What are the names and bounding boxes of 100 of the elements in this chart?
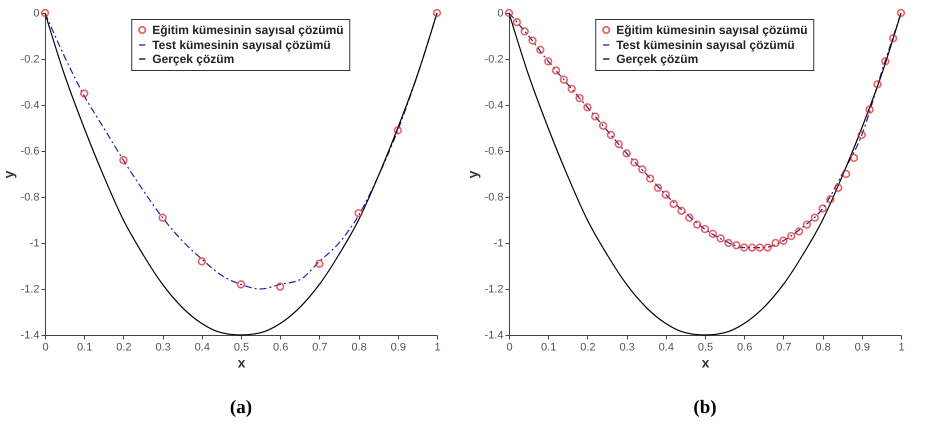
point: [826, 195, 835, 204]
point: [896, 8, 906, 18]
x-tick-label: 0.9: [390, 342, 406, 354]
point: [771, 238, 780, 248]
point: [614, 140, 623, 148]
point: [693, 220, 702, 229]
point: [716, 234, 725, 243]
y-tick-label: 0: [497, 8, 504, 20]
point: [779, 236, 788, 245]
point: [802, 220, 812, 229]
x-tick-label: 0.3: [155, 342, 171, 354]
y-axis-title: y: [464, 170, 481, 178]
y-tick-label: -0.4: [20, 100, 40, 112]
point: [630, 158, 639, 167]
legend-label: Test kümesinin sayısal çözümü: [616, 38, 795, 52]
point: [119, 156, 128, 164]
point: [794, 227, 804, 236]
y-tick-label: -0.2: [20, 54, 40, 66]
x-tick-label: 0.4: [194, 342, 210, 354]
point: [677, 206, 686, 215]
point: [583, 103, 592, 112]
point: [520, 27, 529, 36]
point: [669, 200, 678, 208]
y-tick-label: -1: [494, 238, 504, 250]
x-tick-label: 0.7: [312, 342, 328, 354]
point: [606, 130, 616, 140]
point: [276, 282, 284, 291]
point: [568, 84, 576, 94]
point: [432, 8, 442, 18]
point: [528, 36, 537, 45]
point: [40, 8, 50, 18]
x-tick-label: 1: [898, 342, 905, 354]
y-tick-label: -1.2: [20, 284, 40, 296]
point: [708, 230, 717, 238]
y-tick-label: -1: [30, 238, 40, 250]
x-tick-label: 0.7: [776, 342, 792, 354]
legend-label: Eğitim kümesinin sayısal çözümü: [152, 23, 344, 37]
y-tick-label: -1.4: [484, 330, 504, 342]
point: [544, 57, 552, 66]
y-tick-label: -0.8: [20, 192, 40, 204]
point: [756, 243, 764, 252]
x-tick-label: 0.3: [619, 342, 635, 354]
x-tick-label: 0.4: [658, 342, 674, 354]
x-tick-label: 0.1: [541, 342, 556, 354]
point: [638, 165, 646, 174]
point: [685, 214, 694, 222]
point: [646, 174, 654, 183]
line-series: [508, 12, 902, 336]
point: [740, 243, 748, 252]
point: [158, 214, 167, 222]
point: [748, 243, 756, 252]
point: [787, 232, 796, 240]
legend-label: Gerçek çözüm: [616, 52, 698, 66]
y-tick-label: -0.8: [484, 192, 504, 204]
point: [850, 154, 858, 162]
x-tick-label: 0.9: [854, 342, 870, 354]
y-tick-label: -0.2: [484, 54, 504, 66]
point: [818, 204, 827, 213]
point: [842, 170, 850, 178]
x-tick-label: 0.5: [698, 342, 714, 354]
y-tick-label: -0.6: [20, 146, 40, 158]
x-tick-label: 0.8: [351, 342, 367, 354]
text: (b): [693, 397, 717, 418]
point: [575, 94, 584, 102]
x-tick-label: 0.2: [116, 342, 132, 354]
x-axis-title: x: [238, 354, 246, 370]
text: (a): [230, 397, 252, 418]
x-tick-label: 0.6: [737, 342, 752, 354]
y-tick-label: 0: [33, 8, 40, 20]
point: [80, 89, 88, 98]
point: [732, 241, 741, 250]
point: [536, 46, 545, 54]
point: [654, 184, 662, 192]
x-tick-label: 0.5: [234, 342, 250, 354]
x-tick-label: 0: [42, 342, 49, 354]
x-tick-label: 0.8: [815, 342, 831, 354]
point: [552, 66, 560, 75]
y-tick-label: -1.4: [20, 330, 40, 342]
point: [560, 76, 568, 84]
legend-label: Test kümesinin sayısal çözümü: [152, 38, 331, 52]
point: [764, 243, 772, 252]
point: [873, 80, 882, 88]
point: [834, 184, 842, 192]
x-axis-title: x: [702, 354, 710, 370]
point: [622, 149, 631, 158]
point: [889, 34, 898, 42]
point: [598, 122, 608, 130]
point: [504, 8, 514, 18]
point: [662, 190, 670, 199]
x-tick-label: 0.6: [273, 342, 288, 354]
y-axis-title: y: [0, 170, 17, 178]
point: [591, 112, 600, 121]
y-tick-label: -1.2: [484, 284, 504, 296]
y-tick-label: -0.4: [484, 100, 504, 112]
x-tick-label: 0.2: [580, 342, 596, 354]
legend-label: Eğitim kümesinin sayısal çözümü: [616, 23, 808, 37]
y-tick-label: -0.6: [484, 146, 504, 158]
x-tick-label: 0: [506, 342, 513, 354]
point: [315, 260, 324, 268]
x-tick-label: 0.1: [77, 342, 92, 354]
